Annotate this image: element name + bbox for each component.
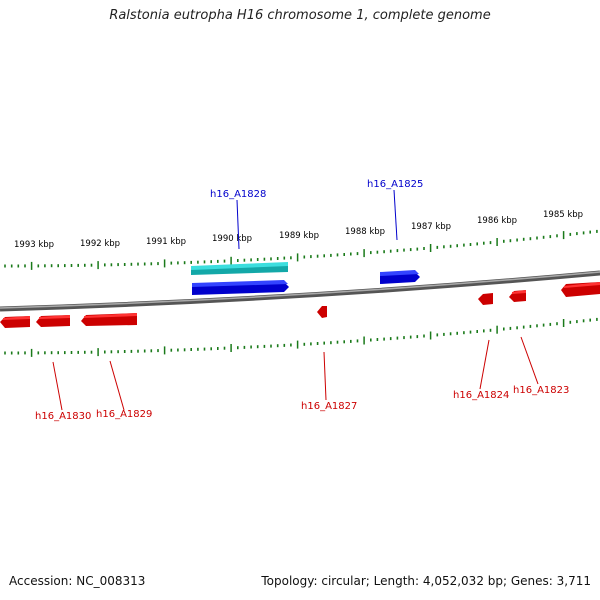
kbp-label: 1987 kbp: [411, 222, 451, 232]
gene-label-h16-a1828[interactable]: h16_A1828: [210, 189, 266, 200]
map-title: Ralstonia eutropha H16 chromosome 1, com…: [109, 8, 491, 23]
genome-backbone: [0, 270, 600, 312]
accession-label: Accession: NC_008313: [9, 574, 146, 588]
gene-label-h16-a1825[interactable]: h16_A1825: [367, 179, 423, 190]
gene-label-h16-a1827[interactable]: h16_A1827: [301, 401, 357, 412]
gene-h16-a1823[interactable]: [509, 290, 526, 302]
label-leader: [520, 336, 539, 385]
kbp-label: 1985 kbp: [543, 210, 583, 220]
kbp-label: 1986 kbp: [477, 216, 517, 226]
kbp-label: 1988 kbp: [345, 227, 385, 237]
lower-tick-track: [4, 317, 598, 357]
label-leader: [479, 339, 490, 390]
gene-h16-a1824[interactable]: [478, 293, 493, 305]
label-leader: [236, 199, 240, 250]
gene-label-h16-a1829[interactable]: h16_A1829: [96, 409, 152, 420]
upper-tick-track: [4, 229, 598, 270]
kbp-label: 1990 kbp: [212, 234, 252, 244]
label-leader: [52, 361, 63, 411]
gene-h16-a1830[interactable]: [0, 315, 70, 328]
gene-h16-a1827[interactable]: [317, 306, 327, 318]
kbp-label: 1992 kbp: [80, 239, 120, 249]
gene-label-h16-a1830[interactable]: h16_A1830: [35, 411, 91, 422]
gene-h16-a1828-highlight[interactable]: [191, 262, 288, 275]
label-leader: [393, 189, 398, 241]
gene-label-h16-a1824[interactable]: h16_A1824: [453, 390, 509, 401]
gene-h16-a1825[interactable]: [380, 270, 420, 284]
kbp-label: 1989 kbp: [279, 231, 319, 241]
kbp-label: 1991 kbp: [146, 237, 186, 247]
gene-h16-a1828[interactable]: [192, 280, 289, 295]
gene-label-h16-a1823[interactable]: h16_A1823: [513, 385, 569, 396]
kbp-label: 1993 kbp: [14, 240, 54, 250]
genome-backbone-highlight: [0, 271, 600, 309]
label-leader: [323, 351, 327, 401]
genome-summary: Topology: circular; Length: 4,052,032 bp…: [261, 574, 591, 588]
gene-h16-a1829[interactable]: [81, 313, 137, 326]
gene-right-edge[interactable]: [561, 282, 600, 297]
label-leader: [109, 360, 125, 411]
